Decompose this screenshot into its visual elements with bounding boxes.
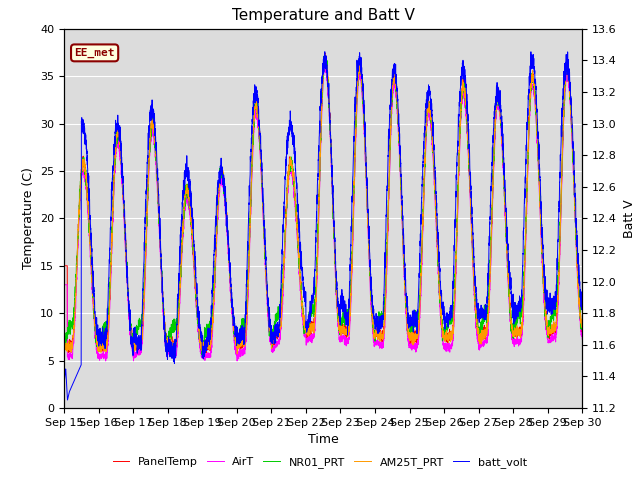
NR01_PRT — [469, 242, 477, 248]
PanelTemp — [440, 333, 447, 338]
batt_volt — [578, 307, 586, 312]
PanelTemp — [304, 328, 312, 334]
AM25T_PRT — [440, 328, 447, 334]
NR01_PRT — [304, 321, 312, 327]
Legend: PanelTemp, AirT, NR01_PRT, AM25T_PRT, batt_volt: PanelTemp, AirT, NR01_PRT, AM25T_PRT, ba… — [108, 452, 532, 472]
PanelTemp — [411, 336, 419, 342]
batt_volt — [63, 397, 71, 403]
Line: batt_volt: batt_volt — [64, 52, 582, 400]
NR01_PRT — [60, 344, 68, 350]
AirT — [304, 338, 312, 344]
PanelTemp — [60, 263, 68, 269]
Title: Temperature and Batt V: Temperature and Batt V — [232, 9, 415, 24]
Line: AirT: AirT — [64, 65, 582, 361]
AirT — [321, 62, 328, 68]
NR01_PRT — [321, 53, 328, 59]
Text: EE_met: EE_met — [74, 48, 115, 58]
NR01_PRT — [440, 331, 447, 336]
AM25T_PRT — [411, 340, 419, 346]
batt_volt — [579, 303, 586, 309]
NR01_PRT — [198, 352, 205, 358]
AM25T_PRT — [579, 321, 586, 327]
NR01_PRT — [579, 319, 586, 325]
AM25T_PRT — [321, 51, 329, 57]
PanelTemp — [579, 322, 586, 327]
AirT — [60, 282, 68, 288]
PanelTemp — [201, 353, 209, 359]
batt_volt — [60, 382, 68, 387]
AirT — [578, 333, 586, 339]
AirT — [440, 340, 447, 346]
Y-axis label: Batt V: Batt V — [623, 199, 636, 238]
AirT — [579, 336, 586, 342]
AM25T_PRT — [304, 331, 312, 337]
X-axis label: Time: Time — [308, 433, 339, 446]
AirT — [233, 358, 241, 364]
AirT — [154, 182, 161, 188]
batt_volt — [154, 171, 161, 177]
PanelTemp — [469, 246, 477, 252]
AM25T_PRT — [234, 351, 241, 357]
AirT — [469, 260, 477, 265]
Y-axis label: Temperature (C): Temperature (C) — [22, 168, 35, 269]
AM25T_PRT — [469, 252, 477, 257]
Line: AM25T_PRT: AM25T_PRT — [64, 54, 582, 354]
batt_volt — [304, 325, 312, 331]
PanelTemp — [321, 50, 329, 56]
Line: PanelTemp: PanelTemp — [64, 53, 582, 356]
batt_volt — [440, 309, 447, 314]
NR01_PRT — [154, 178, 161, 184]
NR01_PRT — [411, 318, 419, 324]
batt_volt — [469, 223, 477, 229]
AM25T_PRT — [578, 322, 586, 328]
PanelTemp — [154, 172, 161, 178]
batt_volt — [321, 49, 329, 55]
Line: NR01_PRT: NR01_PRT — [64, 56, 582, 355]
PanelTemp — [578, 324, 586, 330]
batt_volt — [411, 317, 419, 323]
AM25T_PRT — [154, 175, 161, 180]
NR01_PRT — [578, 327, 586, 333]
AirT — [411, 346, 419, 352]
AM25T_PRT — [60, 345, 68, 350]
